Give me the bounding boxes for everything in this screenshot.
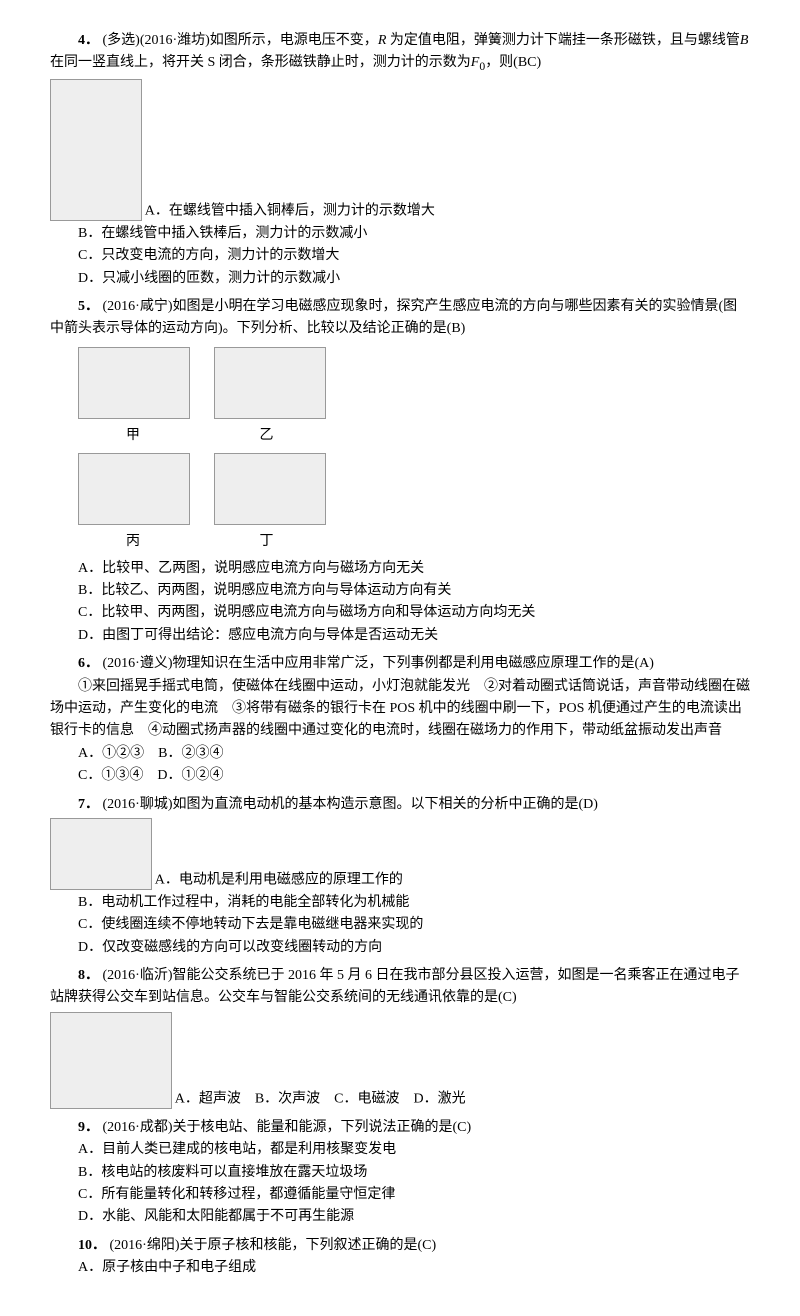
- q7-stem: (2016·聊城)如图为直流电动机的基本构造示意图。以下相关的分析中正确的是(D…: [103, 797, 598, 812]
- q5-stem: (2016·咸宁)如图是小明在学习电磁感应现象时，探究产生感应电流的方向与哪些因…: [50, 299, 737, 336]
- q6-optC: C．①③④: [78, 768, 143, 783]
- q7-options: B．电动机工作过程中，消耗的电能全部转化为机械能 C．使线圈连续不停地转动下去是…: [50, 892, 750, 959]
- q9-options: A．目前人类已建成的核电站，都是利用核聚变发电 B．核电站的核废料可以直接堆放在…: [50, 1139, 750, 1229]
- q9-optB: B．核电站的核废料可以直接堆放在露天垃圾场: [50, 1162, 750, 1184]
- q9-stem-line: 9． (2016·成都)关于核电站、能量和能源，下列说法正确的是(C): [50, 1117, 750, 1139]
- q5-label-ding: 丁: [212, 531, 322, 553]
- q9-optD: D．水能、风能和太阳能都属于不可再生能源: [50, 1206, 750, 1228]
- q10-num: 10．: [78, 1238, 106, 1253]
- q7-optD: D．仅改变磁感线的方向可以改变线圈转动的方向: [50, 937, 750, 959]
- q4-optD: D．只减小线圈的匝数，测力计的示数减小: [50, 268, 750, 290]
- q8-figure-row: A．超声波 B．次声波 C．电磁波 D．激光: [50, 1010, 750, 1111]
- q9-optA: A．目前人类已建成的核电站，都是利用核聚变发电: [50, 1139, 750, 1161]
- q5-label-jia: 甲: [78, 425, 188, 447]
- q6-optD: D．①②④: [157, 768, 223, 783]
- q10-stem-line: 10． (2016·绵阳)关于原子核和核能，下列叙述正确的是(C): [50, 1235, 750, 1257]
- q6-optAB: A．①②③ B．②③④: [50, 743, 750, 765]
- q5-num: 5．: [78, 299, 99, 314]
- q7-figure: [50, 818, 152, 890]
- q5-options: A．比较甲、乙两图，说明感应电流方向与磁场方向无关 B．比较乙、丙两图，说明感应…: [50, 558, 750, 648]
- q5-fig-bing: [78, 453, 190, 525]
- q8-stem: (2016·临沂)智能公交系统已于 2016 年 5 月 6 日在我市部分县区投…: [50, 968, 739, 1005]
- q5-labels-row2: 丙 丁: [78, 531, 750, 553]
- q5-stem-line: 5． (2016·咸宁)如图是小明在学习电磁感应现象时，探究产生感应电流的方向与…: [50, 296, 750, 341]
- q6-stem: (2016·遵义)物理知识在生活中应用非常广泛，下列事例都是利用电磁感应原理工作…: [103, 656, 654, 671]
- q4-options: B．在螺线管中插入铁棒后，测力计的示数减小 C．只改变电流的方向，测力计的示数增…: [50, 223, 750, 290]
- q7-optC: C．使线圈连续不停地转动下去是靠电磁继电器来实现的: [50, 914, 750, 936]
- q4-tail: ，则(BC): [485, 55, 541, 70]
- q5-optA: A．比较甲、乙两图，说明感应电流方向与磁场方向无关: [50, 558, 750, 580]
- q6-optA: A．①②③: [78, 746, 144, 761]
- question-4: 4． (多选)(2016·潍坊)如图所示，电源电压不变，R 为定值电阻，弹簧测力…: [50, 30, 750, 290]
- q6-options: A．①②③ B．②③④ C．①③④ D．①②④: [50, 743, 750, 788]
- q9-num: 9．: [78, 1120, 99, 1135]
- q6-optB: B．②③④: [158, 746, 223, 761]
- q5-fig-yi: [214, 347, 326, 419]
- q5-optD: D．由图丁可得出结论：感应电流方向与导体是否运动无关: [50, 625, 750, 647]
- q6-optCD: C．①③④ D．①②④: [50, 765, 750, 787]
- question-7: 7． (2016·聊城)如图为直流电动机的基本构造示意图。以下相关的分析中正确的…: [50, 794, 750, 960]
- q9-optC: C．所有能量转化和转移过程，都遵循能量守恒定律: [50, 1184, 750, 1206]
- q10-options: A．原子核由中子和电子组成: [50, 1257, 750, 1279]
- q4-figure-row: A．在螺线管中插入铜棒后，测力计的示数增大: [50, 77, 750, 223]
- q5-label-yi: 乙: [212, 425, 322, 447]
- q10-optA: A．原子核由中子和电子组成: [50, 1257, 750, 1279]
- q5-figures-row2: [78, 451, 750, 527]
- q8-stem-line: 8． (2016·临沂)智能公交系统已于 2016 年 5 月 6 日在我市部分…: [50, 965, 750, 1010]
- q4-stem: 4． (多选)(2016·潍坊)如图所示，电源电压不变，R 为定值电阻，弹簧测力…: [50, 30, 750, 77]
- q5-optB: B．比较乙、丙两图，说明感应电流方向与导体运动方向有关: [50, 580, 750, 602]
- question-10: 10． (2016·绵阳)关于原子核和核能，下列叙述正确的是(C) A．原子核由…: [50, 1235, 750, 1280]
- q7-optB: B．电动机工作过程中，消耗的电能全部转化为机械能: [50, 892, 750, 914]
- q4-num: 4．: [78, 33, 99, 48]
- q9-stem: (2016·成都)关于核电站、能量和能源，下列说法正确的是(C): [103, 1120, 472, 1135]
- q6-stem-line: 6． (2016·遵义)物理知识在生活中应用非常广泛，下列事例都是利用电磁感应原…: [50, 653, 750, 675]
- question-6: 6． (2016·遵义)物理知识在生活中应用非常广泛，下列事例都是利用电磁感应原…: [50, 653, 750, 787]
- question-8: 8． (2016·临沂)智能公交系统已于 2016 年 5 月 6 日在我市部分…: [50, 965, 750, 1111]
- q5-optC: C．比较甲、丙两图，说明感应电流方向与磁场方向和导体运动方向均无关: [50, 602, 750, 624]
- q4-mid1: 为定值电阻，弹簧测力计下端挂一条形磁铁，且与螺线管: [390, 33, 740, 48]
- q4-optA: A．在螺线管中插入铜棒后，测力计的示数增大: [145, 203, 435, 218]
- q5-labels-row1: 甲 乙: [78, 425, 750, 447]
- q4-mid2: 在同一竖直线上，将开关 S 闭合，条形磁铁静止时，测力计的示数为: [50, 55, 471, 70]
- q8-opts: A．超声波 B．次声波 C．电磁波 D．激光: [175, 1091, 466, 1106]
- q7-optA: A．电动机是利用电磁感应的原理工作的: [155, 873, 403, 888]
- question-9: 9． (2016·成都)关于核电站、能量和能源，下列说法正确的是(C) A．目前…: [50, 1117, 750, 1229]
- q5-label-bing: 丙: [78, 531, 188, 553]
- q7-stem-line: 7． (2016·聊城)如图为直流电动机的基本构造示意图。以下相关的分析中正确的…: [50, 794, 750, 816]
- q5-fig-ding: [214, 453, 326, 525]
- q4-figure: [50, 79, 142, 221]
- question-5: 5． (2016·咸宁)如图是小明在学习电磁感应现象时，探究产生感应电流的方向与…: [50, 296, 750, 647]
- q4-optC: C．只改变电流的方向，测力计的示数增大: [50, 245, 750, 267]
- q8-figure: [50, 1012, 172, 1109]
- q4-prefix: (多选)(2016·潍坊)如图所示，电源电压不变，: [103, 33, 378, 48]
- q4-optB: B．在螺线管中插入铁棒后，测力计的示数减小: [50, 223, 750, 245]
- q7-figure-row: A．电动机是利用电磁感应的原理工作的: [50, 816, 750, 892]
- q5-figures-row1: [78, 345, 750, 421]
- q8-num: 8．: [78, 968, 99, 983]
- q10-stem: (2016·绵阳)关于原子核和核能，下列叙述正确的是(C): [110, 1238, 437, 1253]
- q5-fig-jia: [78, 347, 190, 419]
- q6-num: 6．: [78, 656, 99, 671]
- q7-num: 7．: [78, 797, 99, 812]
- q6-body: ①来回摇晃手摇式电筒，使磁体在线圈中运动，小灯泡就能发光 ②对着动圈式话筒说话，…: [50, 676, 750, 743]
